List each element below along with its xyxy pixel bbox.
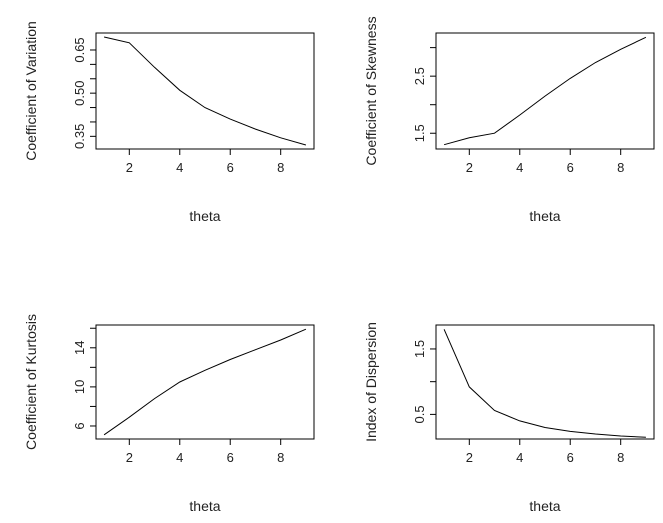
y-tick-label: 0.5: [412, 405, 427, 423]
plot-frame: [435, 32, 655, 150]
x-tick-label: 2: [466, 450, 473, 465]
plot-frame: [95, 32, 315, 150]
y-tick-label: 0.35: [72, 124, 87, 149]
x-tick-label: 8: [277, 160, 284, 175]
y-tick-label: 10: [72, 380, 87, 394]
panel-4: 2 4 6 8 0.5 1.5 theta Index of Dispersion: [363, 322, 655, 514]
series-line: [103, 36, 307, 146]
x-tick-label: 2: [126, 160, 133, 175]
panels-group: 2 4 6 8 0.35 0.50 0.65 theta Coefficient of Vari…: [23, 16, 655, 514]
panel-2: 2 4 6 8 1.5 2.5 theta Coefficient of Skewness: [363, 16, 655, 224]
y-axis-title: Coefficient of Kurtosis: [23, 314, 39, 450]
y-tick-label: 0.65: [72, 37, 87, 62]
y-tick-label: 6: [72, 422, 87, 429]
x-axis-title: theta: [529, 498, 560, 514]
x-tick-label: 6: [567, 450, 574, 465]
x-axis-title: theta: [529, 208, 560, 224]
x-tick-label: 8: [617, 450, 624, 465]
x-tick-label: 4: [176, 450, 183, 465]
y-tick-label: 14: [72, 341, 87, 355]
y-tick-label: 0.50: [72, 81, 87, 106]
x-tick-label: 2: [466, 160, 473, 175]
plot-frame: [435, 324, 655, 440]
y-axis-title: Coefficient of Skewness: [363, 16, 379, 165]
series-line: [103, 328, 307, 436]
x-tick-label: 8: [617, 160, 624, 175]
x-tick-label: 4: [516, 450, 523, 465]
y-tick-label: 1.5: [412, 124, 427, 142]
series-line: [443, 36, 647, 146]
series-line: [443, 329, 646, 438]
x-axis-title: theta: [189, 498, 220, 514]
panel-3: 2 4 6 8 6 10 14 theta Coefficient of Kurtosis: [23, 314, 315, 514]
y-axis-title: Coefficient of Variation: [23, 21, 39, 161]
x-tick-label: 8: [277, 450, 284, 465]
x-tick-label: 4: [516, 160, 523, 175]
x-axis-title: theta: [189, 208, 220, 224]
y-axis-title: Index of Dispersion: [363, 322, 379, 442]
x-tick-label: 6: [567, 160, 574, 175]
x-tick-label: 6: [227, 450, 234, 465]
x-tick-label: 6: [227, 160, 234, 175]
x-tick-label: 4: [176, 160, 183, 175]
x-tick-label: 2: [126, 450, 133, 465]
y-tick-label: 2.5: [412, 67, 427, 85]
panel-1: 2 4 6 8 0.35 0.50 0.65 theta Coefficient of Vari…: [23, 21, 315, 224]
y-tick-label: 1.5: [412, 340, 427, 358]
plot-frame: [95, 324, 315, 440]
